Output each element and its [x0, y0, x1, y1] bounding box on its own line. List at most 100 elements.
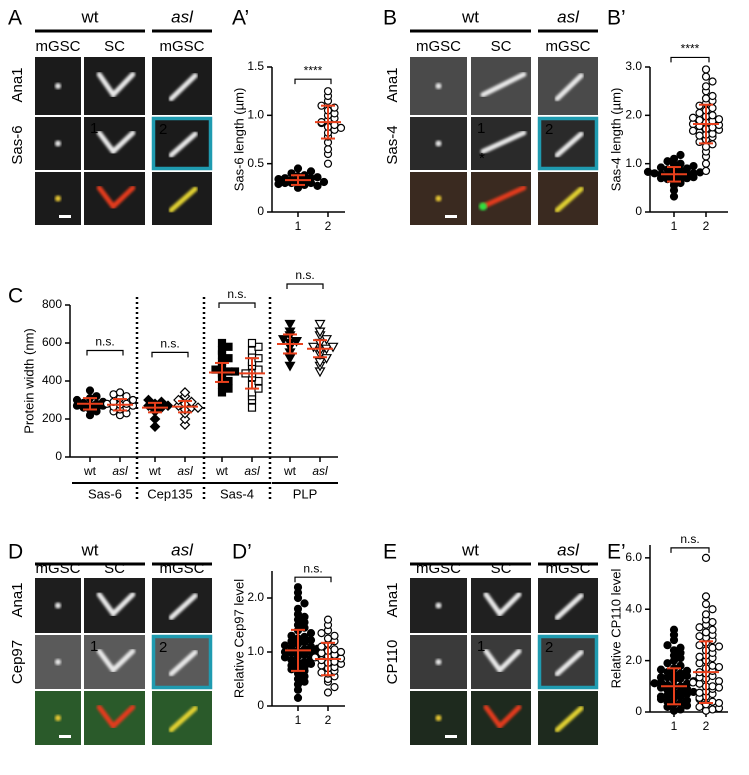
data-point	[695, 131, 704, 140]
centriole-signal	[55, 195, 61, 202]
genotype-header: asl	[557, 540, 580, 559]
centriole-signal	[55, 83, 61, 89]
data-point	[314, 319, 326, 330]
highlight-box	[537, 116, 599, 171]
data-point	[708, 91, 717, 101]
centriole-signal	[55, 659, 61, 665]
data-point	[682, 701, 692, 710]
genotype-header: asl	[557, 7, 580, 26]
genotype-header: wt	[461, 540, 479, 559]
centriole-signal	[168, 186, 198, 213]
x-tick-label: asl	[244, 464, 260, 478]
inset-number: 2	[159, 639, 167, 656]
data-point	[701, 166, 711, 176]
significance-label: n.s.	[227, 287, 246, 301]
data-point	[330, 682, 339, 692]
column-label: mGSC	[416, 38, 461, 55]
data-point	[708, 605, 717, 614]
y-axis-label: Relative Cep97 level	[231, 579, 246, 698]
centriole-signal	[480, 130, 527, 154]
centriole-signal	[168, 593, 198, 621]
data-point	[701, 72, 711, 81]
data-point	[701, 610, 711, 619]
data-point	[149, 413, 161, 425]
group-label: Cep135	[147, 486, 193, 501]
x-tick-label: wt	[283, 464, 297, 478]
data-point	[327, 342, 339, 353]
x-tick-label: 2	[325, 713, 332, 727]
x-tick-label: 1	[295, 713, 302, 727]
y-tick-label: 400	[42, 373, 62, 387]
inset-number: 2	[159, 121, 167, 138]
data-point	[293, 604, 303, 613]
scale-bar	[59, 215, 71, 218]
data-point	[708, 625, 717, 634]
micrograph	[84, 578, 145, 633]
panel-letter: D’	[232, 541, 252, 564]
x-tick-label: asl	[312, 464, 328, 478]
x-tick-label: 1	[295, 219, 302, 233]
data-point	[701, 599, 711, 609]
data-point	[115, 388, 125, 397]
group-label: Sas-6	[88, 486, 122, 501]
highlight-box	[151, 116, 213, 171]
inset-number: 2	[545, 639, 553, 656]
data-point	[306, 628, 316, 638]
micrograph	[84, 691, 145, 745]
centriole-signal	[554, 593, 584, 621]
y-axis-label: Protein width (nm)	[21, 328, 36, 433]
data-point	[656, 665, 666, 674]
y-axis-label: Sas-6 length (µm)	[231, 88, 246, 192]
centriole-signal	[55, 140, 61, 147]
channel-label: Cep97	[9, 640, 26, 684]
data-point	[247, 338, 257, 348]
x-tick-label: asl	[112, 464, 128, 478]
x-tick-label: 2	[325, 219, 332, 233]
data-point	[179, 387, 191, 398]
data-point	[695, 688, 704, 697]
centriole-signal	[554, 186, 584, 213]
data-point	[306, 167, 316, 176]
data-point	[179, 419, 191, 431]
data-point	[247, 403, 257, 412]
highlight-box	[151, 634, 213, 690]
inset-number: 1	[477, 638, 485, 655]
significance-label: n.s.	[295, 268, 314, 282]
panel-letter: E	[383, 541, 397, 564]
column-label: mGSC	[36, 38, 81, 55]
x-tick-label: 2	[703, 219, 710, 233]
significance-bracket	[286, 283, 324, 289]
y-tick-label: 1.5	[247, 59, 264, 73]
y-tick-label: 200	[42, 411, 62, 425]
y-tick-label: 4.0	[625, 601, 642, 615]
y-tick-label: 0	[257, 698, 264, 712]
data-point	[701, 553, 711, 562]
centriole-signal	[96, 648, 136, 674]
data-point	[85, 386, 95, 395]
micrograph	[471, 578, 531, 633]
data-point	[708, 661, 717, 670]
centriole-signal	[483, 704, 522, 730]
significance-bracket	[670, 56, 710, 63]
data-point	[287, 631, 296, 640]
x-tick-label: wt	[148, 464, 162, 478]
centriole-signal	[168, 649, 198, 677]
x-tick-label: wt	[215, 464, 229, 478]
data-point	[669, 154, 679, 163]
genotype-header: asl	[171, 540, 194, 559]
centriole-signal	[554, 131, 584, 158]
centriole-signal	[479, 202, 487, 211]
data-point	[708, 705, 717, 714]
data-point	[650, 679, 659, 688]
x-tick-label: 1	[671, 219, 678, 233]
channel-label: Sas-4	[384, 125, 401, 164]
significance-label: n.s.	[680, 532, 699, 546]
centriole-signal	[96, 592, 136, 618]
y-tick-label: 2.0	[625, 653, 642, 667]
data-point	[676, 150, 685, 160]
y-tick-label: 0	[257, 204, 264, 218]
genotype-header: wt	[461, 7, 479, 26]
data-point	[701, 65, 711, 74]
data-point	[293, 164, 303, 173]
centriole-signal	[168, 705, 198, 733]
